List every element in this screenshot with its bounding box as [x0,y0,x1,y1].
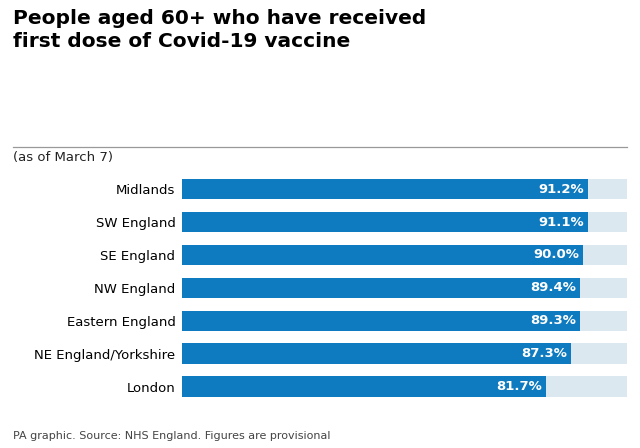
Text: (as of March 7): (as of March 7) [13,151,113,164]
Bar [182,310,627,331]
Bar [182,179,627,199]
Text: 90.0%: 90.0% [533,249,579,262]
Bar [182,245,583,265]
Bar [182,212,627,232]
Text: 81.7%: 81.7% [497,380,542,393]
Bar [182,212,588,232]
Bar [182,278,627,298]
Bar [182,245,627,265]
Text: 91.2%: 91.2% [539,183,584,196]
Bar [182,344,571,364]
Bar [182,376,546,397]
Text: 87.3%: 87.3% [521,347,567,360]
Text: 91.1%: 91.1% [538,215,584,228]
Bar [182,179,588,199]
Text: 89.3%: 89.3% [530,314,576,327]
Text: 89.4%: 89.4% [531,281,577,294]
Bar [182,344,627,364]
Text: People aged 60+ who have received
first dose of Covid-19 vaccine: People aged 60+ who have received first … [13,9,426,52]
Text: PA graphic. Source: NHS England. Figures are provisional: PA graphic. Source: NHS England. Figures… [13,431,330,441]
Bar [182,310,580,331]
Bar [182,376,627,397]
Bar [182,278,580,298]
